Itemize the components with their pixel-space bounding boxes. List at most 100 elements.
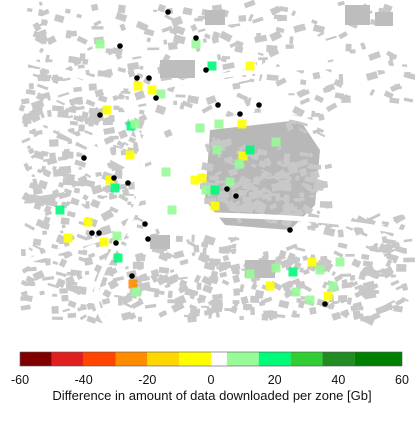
zone-cell (307, 257, 317, 267)
building (52, 75, 63, 82)
building (284, 177, 292, 185)
building (298, 299, 305, 309)
building (79, 53, 86, 62)
zone-cell (95, 39, 105, 49)
building (122, 193, 134, 197)
building (214, 170, 223, 177)
building (129, 62, 135, 69)
colorbar-bin-11 (354, 352, 402, 366)
building (202, 234, 216, 246)
building (202, 38, 208, 43)
building-large (205, 10, 225, 25)
zone-cell (291, 287, 301, 297)
building (249, 78, 256, 83)
building (237, 189, 242, 193)
building (365, 245, 374, 251)
zone-cell (201, 185, 211, 195)
building (64, 108, 69, 116)
building (103, 135, 115, 145)
colorbar-tick-label: 0 (208, 373, 215, 387)
building (54, 168, 65, 177)
building (37, 179, 48, 190)
building (229, 305, 238, 314)
building (47, 59, 53, 63)
building (320, 255, 328, 263)
building (261, 315, 269, 321)
building (293, 197, 305, 202)
building (218, 261, 231, 270)
building (84, 172, 92, 178)
building (390, 83, 402, 93)
building (310, 176, 318, 182)
building (33, 150, 45, 160)
zone-cell (191, 39, 201, 49)
site-marker (193, 35, 199, 41)
building (285, 44, 294, 49)
building (387, 59, 395, 67)
building (224, 56, 231, 60)
building (20, 304, 31, 311)
building (348, 280, 359, 288)
building (40, 165, 47, 173)
colorbar-bin-0 (20, 352, 52, 366)
building (18, 104, 26, 112)
building (78, 166, 82, 170)
zone-cell (237, 119, 247, 129)
site-marker (129, 273, 135, 279)
building (32, 270, 45, 281)
building (55, 234, 66, 245)
building (36, 83, 49, 91)
building (63, 148, 70, 155)
building (66, 280, 78, 286)
building (381, 221, 390, 226)
building (203, 33, 211, 40)
building (169, 28, 178, 36)
building (115, 52, 123, 60)
site-marker (203, 67, 209, 73)
building (154, 293, 159, 298)
building (22, 294, 33, 303)
building (369, 311, 381, 322)
zone-cell (99, 237, 109, 247)
building (85, 99, 96, 107)
building (403, 238, 413, 243)
building (265, 175, 278, 180)
building (247, 13, 254, 22)
building (150, 273, 159, 284)
building (135, 20, 149, 32)
site-marker (153, 95, 159, 101)
zone-cell (105, 175, 115, 185)
building (261, 187, 268, 194)
building (67, 312, 77, 319)
building (81, 111, 89, 120)
building (278, 172, 290, 179)
zone-cell (245, 145, 255, 155)
building (215, 180, 226, 184)
building (211, 137, 216, 140)
building (23, 281, 36, 287)
building (147, 47, 160, 51)
building (341, 282, 351, 289)
building (352, 310, 361, 319)
building (340, 273, 352, 277)
colorbar-tick-label: -40 (75, 373, 93, 387)
building (21, 265, 31, 274)
building (268, 312, 279, 321)
zone-cell (128, 279, 138, 289)
building (197, 252, 210, 264)
building (136, 72, 144, 79)
zone-cell (271, 137, 281, 147)
building (179, 258, 189, 266)
building (134, 252, 145, 263)
building (333, 250, 344, 258)
building (250, 163, 257, 169)
building (242, 303, 252, 311)
building (174, 298, 181, 305)
building (102, 289, 112, 299)
building (173, 100, 178, 106)
building (326, 302, 335, 310)
colorbar-bin-1 (51, 352, 84, 366)
building (269, 30, 283, 42)
building (216, 53, 222, 61)
building (115, 169, 123, 176)
